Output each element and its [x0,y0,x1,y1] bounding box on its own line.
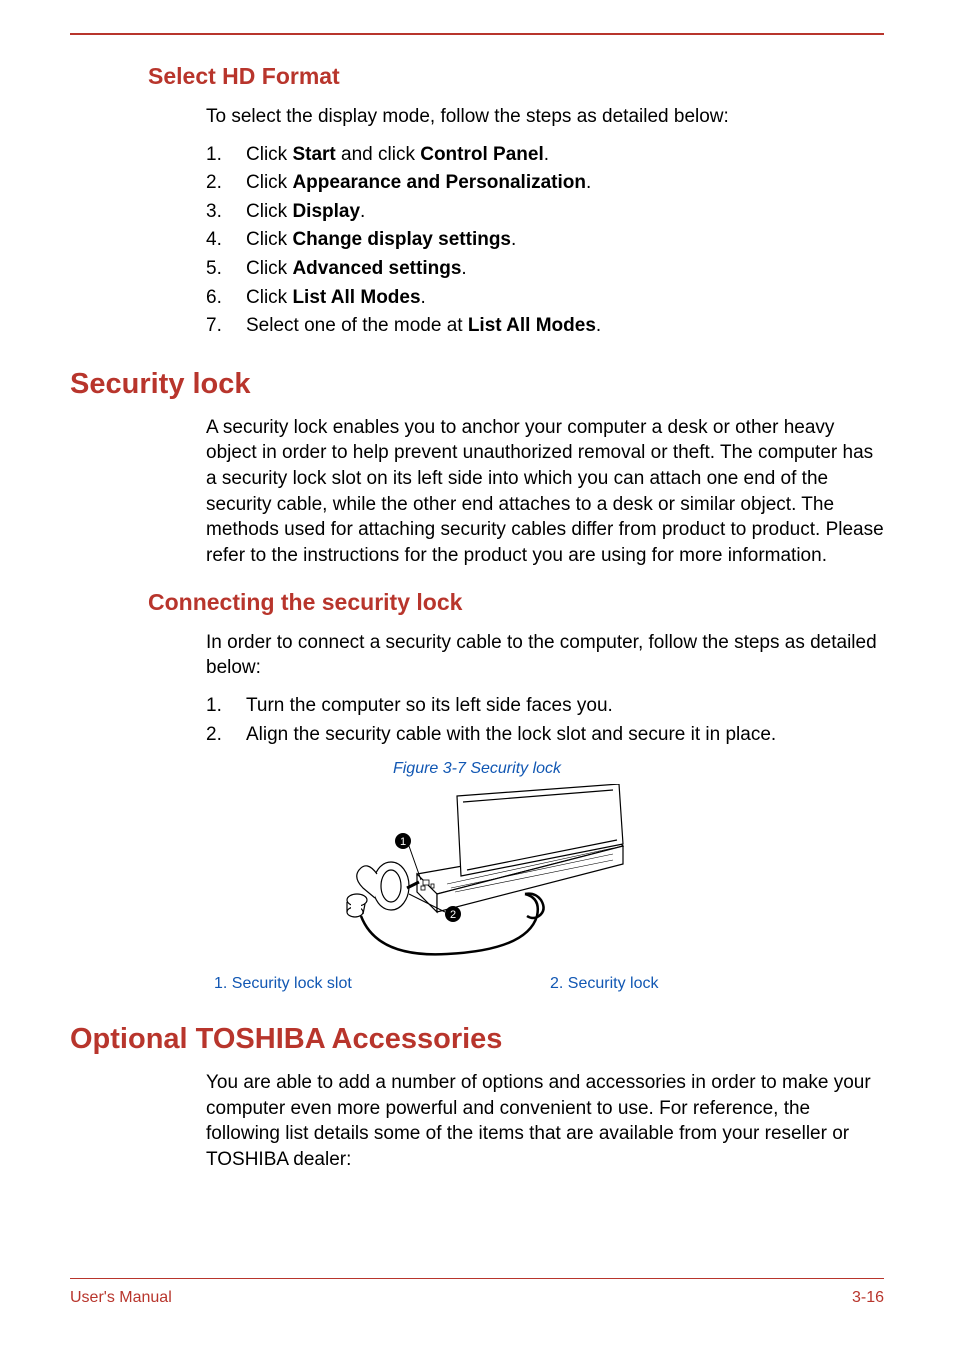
list-item: 1. Click Start and click Control Panel. [206,142,884,169]
list-text: Turn the computer so its left side faces… [246,693,884,720]
list-item: 2. Align the security cable with the loc… [206,722,884,749]
list-num: 4. [206,227,246,254]
list-num: 7. [206,313,246,340]
page-content: Select HD Format To select the display m… [0,0,954,1173]
heading-optional-accessories: Optional TOSHIBA Accessories [70,1023,884,1056]
page-footer: User's Manual 3-16 [70,1278,884,1307]
marker-2: 2 [450,909,456,921]
footer-right: 3-16 [852,1289,884,1307]
heading-connecting-security-lock: Connecting the security lock [148,589,884,616]
heading-select-hd-format: Select HD Format [148,63,884,90]
list-num: 5. [206,256,246,283]
list-connecting: 1. Turn the computer so its left side fa… [206,693,884,748]
list-text: Click Display. [246,199,884,226]
legend-item: 1. Security lock slot [214,975,550,993]
list-text: Click Advanced settings. [246,256,884,283]
list-item: 2. Click Appearance and Personalization. [206,170,884,197]
list-item: 6. Click List All Modes. [206,285,884,312]
list-item: 7. Select one of the mode at List All Mo… [206,313,884,340]
para-accessories: You are able to add a number of options … [206,1070,884,1173]
list-select-hd: 1. Click Start and click Control Panel. … [206,142,884,340]
intro-connecting: In order to connect a security cable to … [206,630,884,681]
footer-left: User's Manual [70,1289,172,1307]
para-security-lock: A security lock enables you to anchor yo… [206,415,884,569]
figure-legend: 1. Security lock slot 2. Security lock [214,975,884,993]
list-text: Click Start and click Control Panel. [246,142,884,169]
intro-select-hd: To select the display mode, follow the s… [206,104,884,130]
heading-security-lock: Security lock [70,368,884,401]
list-text: Click Appearance and Personalization. [246,170,884,197]
list-item: 3. Click Display. [206,199,884,226]
list-num: 1. [206,142,246,169]
list-num: 2. [206,170,246,197]
list-item: 1. Turn the computer so its left side fa… [206,693,884,720]
security-lock-illustration-icon: 1 2 [327,784,627,964]
marker-1: 1 [400,836,406,848]
figure-security-lock: 1 2 [70,784,884,969]
legend-item: 2. Security lock [550,975,658,993]
top-rule [70,33,884,35]
list-num: 6. [206,285,246,312]
list-text: Select one of the mode at List All Modes… [246,313,884,340]
list-num: 1. [206,693,246,720]
list-item: 5. Click Advanced settings. [206,256,884,283]
list-item: 4. Click Change display settings. [206,227,884,254]
list-text: Click List All Modes. [246,285,884,312]
list-text: Align the security cable with the lock s… [246,722,884,749]
list-num: 2. [206,722,246,749]
figure-caption: Figure 3-7 Security lock [70,760,884,778]
footer-rule [70,1278,884,1279]
list-text: Click Change display settings. [246,227,884,254]
list-num: 3. [206,199,246,226]
